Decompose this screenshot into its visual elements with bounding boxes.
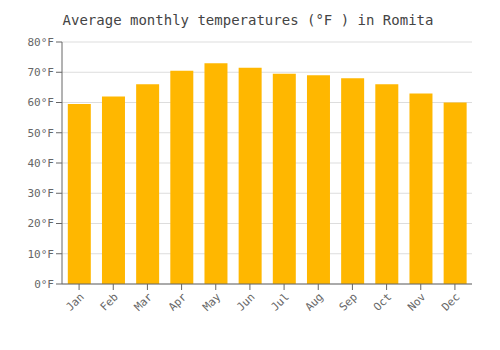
svg-text:Apr: Apr bbox=[166, 290, 190, 314]
svg-text:Aug: Aug bbox=[303, 290, 326, 313]
svg-text:20°F: 20°F bbox=[28, 217, 55, 230]
svg-text:50°F: 50°F bbox=[28, 127, 55, 140]
svg-text:Feb: Feb bbox=[98, 290, 121, 313]
html-text:Average monthly temperatures (: Average monthly temperatures (°F ) in Ro… bbox=[62, 12, 434, 28]
svg-text:30°F: 30°F bbox=[28, 187, 55, 200]
svg-text:70°F: 70°F bbox=[28, 66, 55, 79]
svg-text:Dec: Dec bbox=[439, 290, 462, 313]
svg-text:40°F: 40°F bbox=[28, 157, 55, 170]
svg-text:Jan: Jan bbox=[63, 290, 86, 313]
svg-text:May: May bbox=[200, 290, 224, 314]
svg-text:Nov: Nov bbox=[405, 290, 429, 314]
svg-text:Sep: Sep bbox=[337, 290, 360, 313]
svg-text:Mar: Mar bbox=[132, 290, 156, 314]
svg-text:0°F: 0°F bbox=[34, 278, 54, 291]
svg-text:Jul: Jul bbox=[268, 290, 291, 313]
svg-text:Jun: Jun bbox=[234, 290, 257, 313]
svg-text:80°F: 80°F bbox=[28, 36, 55, 49]
svg-text:60°F: 60°F bbox=[28, 96, 55, 109]
svg-text:Oct: Oct bbox=[371, 290, 394, 313]
svg-text:10°F: 10°F bbox=[28, 248, 55, 261]
